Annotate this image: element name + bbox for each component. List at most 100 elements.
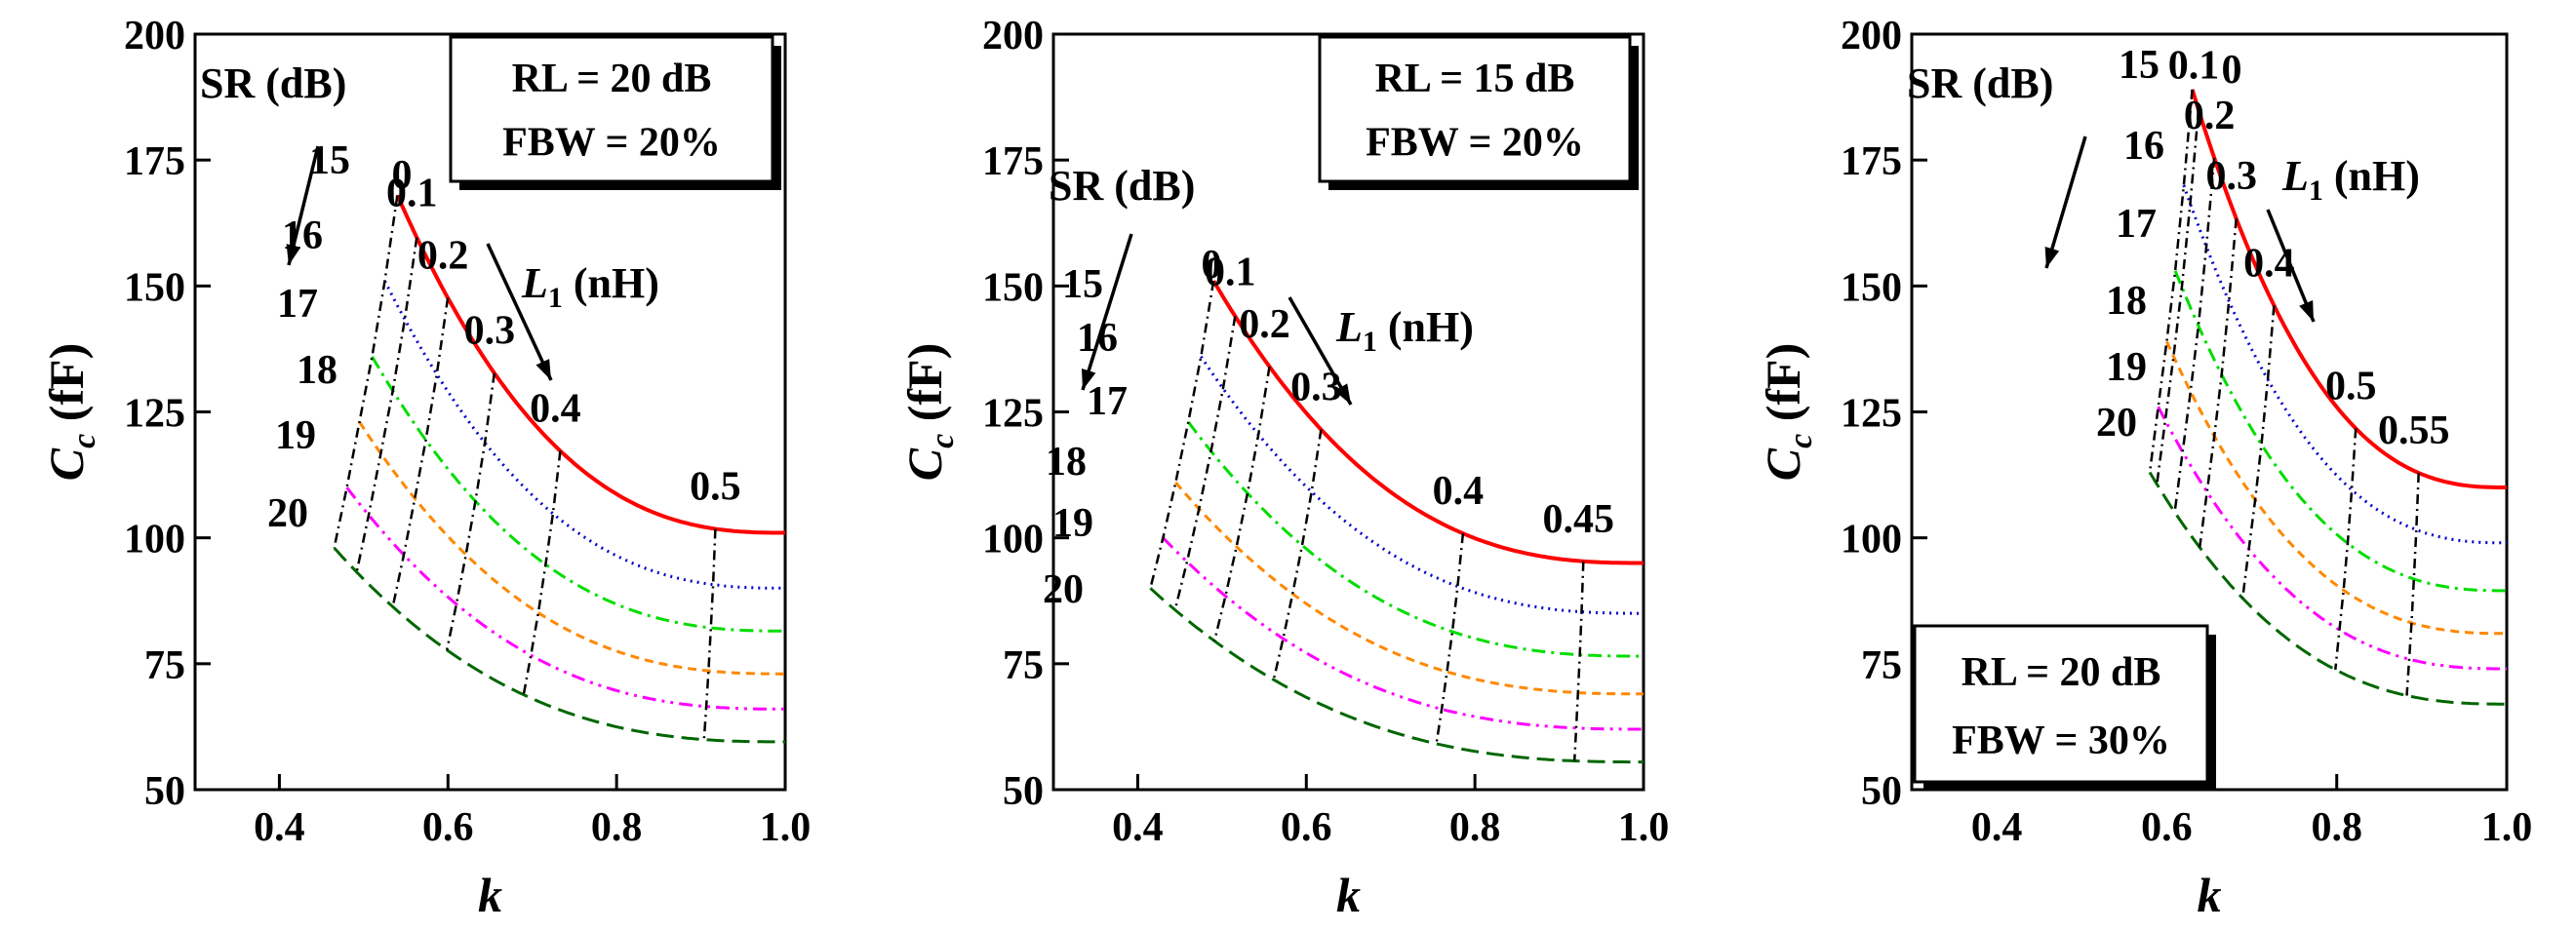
series-line-sr-15	[395, 194, 785, 535]
y-tick-label: 50	[1003, 769, 1044, 814]
l1-arrow-head	[535, 359, 551, 380]
sr-value-label: 18	[297, 348, 337, 393]
y-axis-label-main: C	[897, 447, 952, 481]
y-axis-label-main: C	[39, 447, 94, 481]
l1-value-label: 0	[1202, 243, 1222, 288]
y-axis-label-sub: c	[66, 434, 102, 448]
y-tick-label: 200	[124, 14, 185, 58]
info-box	[1913, 624, 2209, 784]
series-line-sr-19	[345, 486, 785, 711]
x-tick-label: 1.0	[1618, 805, 1670, 850]
l1-arrow-shaft	[1288, 296, 1353, 406]
l1-value-label: 0.55	[2378, 408, 2450, 453]
sr-title: SR (dB)	[200, 59, 346, 107]
l1-line-0	[2148, 89, 2194, 473]
info-box-line-1: RL = 15 dB	[1375, 57, 1575, 101]
info-box-line-1: RL = 20 dB	[512, 57, 712, 101]
series-line-sr-17	[2173, 270, 2507, 593]
sr-value-label: 16	[2123, 124, 2164, 169]
sr-value-label: 20	[267, 491, 308, 536]
x-axis-label: k	[1336, 868, 1361, 922]
x-tick-label: 0.6	[2141, 805, 2193, 850]
l1-value-label: 0.1	[386, 172, 438, 216]
l1-value-label: 0.45	[1543, 497, 1615, 542]
y-tick-label: 50	[144, 769, 185, 814]
y-axis-label: Cc (fF)	[897, 343, 961, 481]
sr-arrow-shaft	[287, 145, 320, 266]
y-tick-label: 150	[982, 265, 1044, 310]
y-tick-label: 75	[1861, 643, 1902, 688]
l1-title-unit: (nH)	[1377, 303, 1474, 351]
y-axis-label-sub: c	[1783, 434, 1819, 448]
info-box	[1318, 35, 1632, 183]
y-tick-label: 100	[982, 518, 1044, 563]
x-tick-label: 0.8	[591, 805, 643, 850]
x-tick-label: 1.0	[760, 805, 812, 850]
x-tick-label: 0.6	[1281, 805, 1332, 850]
l1-title-sub: 1	[548, 282, 563, 314]
y-axis-label-unit: (fF)	[1756, 343, 1810, 434]
sr-arrow-head	[1081, 369, 1096, 390]
sr-arrow-head	[286, 244, 301, 265]
l1-line-0.2	[2173, 157, 2216, 513]
l1-title-main: L	[2281, 152, 2309, 200]
y-tick-label: 125	[124, 392, 185, 437]
l1-line-0	[1149, 280, 1215, 589]
l1-value-label: 0.4	[1433, 469, 1485, 514]
sr-title: SR (dB)	[1907, 59, 2053, 107]
x-axis-label: k	[478, 868, 502, 922]
l1-line-0.2	[1212, 366, 1271, 641]
l1-value-label: 0	[2222, 48, 2242, 93]
sr-value-label: 15	[2119, 43, 2160, 88]
y-axis-label: Cc (fF)	[39, 343, 102, 481]
sr-value-label: 15	[1062, 262, 1103, 307]
y-tick-label: 100	[1841, 518, 1902, 563]
sr-value-label: 19	[2106, 345, 2147, 390]
series-line-sr-18	[358, 420, 785, 676]
sr-title: SR (dB)	[1049, 162, 1195, 210]
l1-value-label: 0.1	[2168, 44, 2220, 89]
y-axis-label-sub: c	[925, 434, 961, 448]
y-tick-label: 150	[1841, 265, 1902, 310]
l1-line-0.45	[1572, 561, 1585, 761]
series-line-sr-19	[2157, 406, 2507, 671]
l1-line-0.3	[1272, 429, 1323, 680]
l1-title-sub: 1	[2309, 175, 2323, 207]
l1-title: L1 (nH)	[2281, 152, 2420, 207]
x-tick-label: 1.0	[2481, 805, 2533, 850]
y-tick-label: 75	[144, 643, 185, 688]
y-tick-label: 75	[1003, 643, 1044, 688]
l1-line-0.1	[355, 237, 418, 573]
y-tick-label: 125	[982, 392, 1044, 437]
sr-arrow-head	[2044, 247, 2060, 268]
l1-line-0.55	[2405, 473, 2420, 696]
l1-line-0.3	[2198, 218, 2238, 548]
l1-value-label: 0.3	[464, 309, 516, 354]
sr-value-label: 17	[1087, 379, 1128, 424]
l1-arrow-head	[2299, 300, 2314, 322]
sr-value-label: 20	[2096, 401, 2137, 446]
sr-value-label: 19	[1052, 501, 1093, 546]
series-line-sr-15	[1211, 280, 1644, 565]
y-tick-label: 150	[124, 265, 185, 310]
y-tick-label: 200	[982, 14, 1044, 58]
l1-title: L1 (nH)	[1335, 303, 1474, 358]
y-tick-label: 175	[982, 139, 1044, 184]
x-tick-label: 0.8	[1449, 805, 1501, 850]
l1-title-unit: (nH)	[2323, 152, 2420, 200]
l1-title-main: L	[521, 259, 548, 307]
y-axis-label-unit: (fF)	[897, 343, 952, 434]
l1-value-label: 0.3	[2205, 154, 2257, 199]
sr-value-label: 19	[275, 413, 316, 458]
y-tick-label: 125	[1841, 392, 1902, 437]
sr-value-label: 17	[277, 282, 318, 327]
l1-line-0.2	[391, 297, 450, 607]
info-box-line-1: RL = 20 dB	[1962, 650, 2161, 695]
l1-line-0.4	[2240, 305, 2276, 599]
info-box-line-2: FBW = 20%	[502, 120, 721, 165]
series-line-sr-16	[383, 280, 785, 590]
x-tick-label: 0.8	[2311, 805, 2362, 850]
sr-arrow-shaft	[1081, 233, 1133, 391]
